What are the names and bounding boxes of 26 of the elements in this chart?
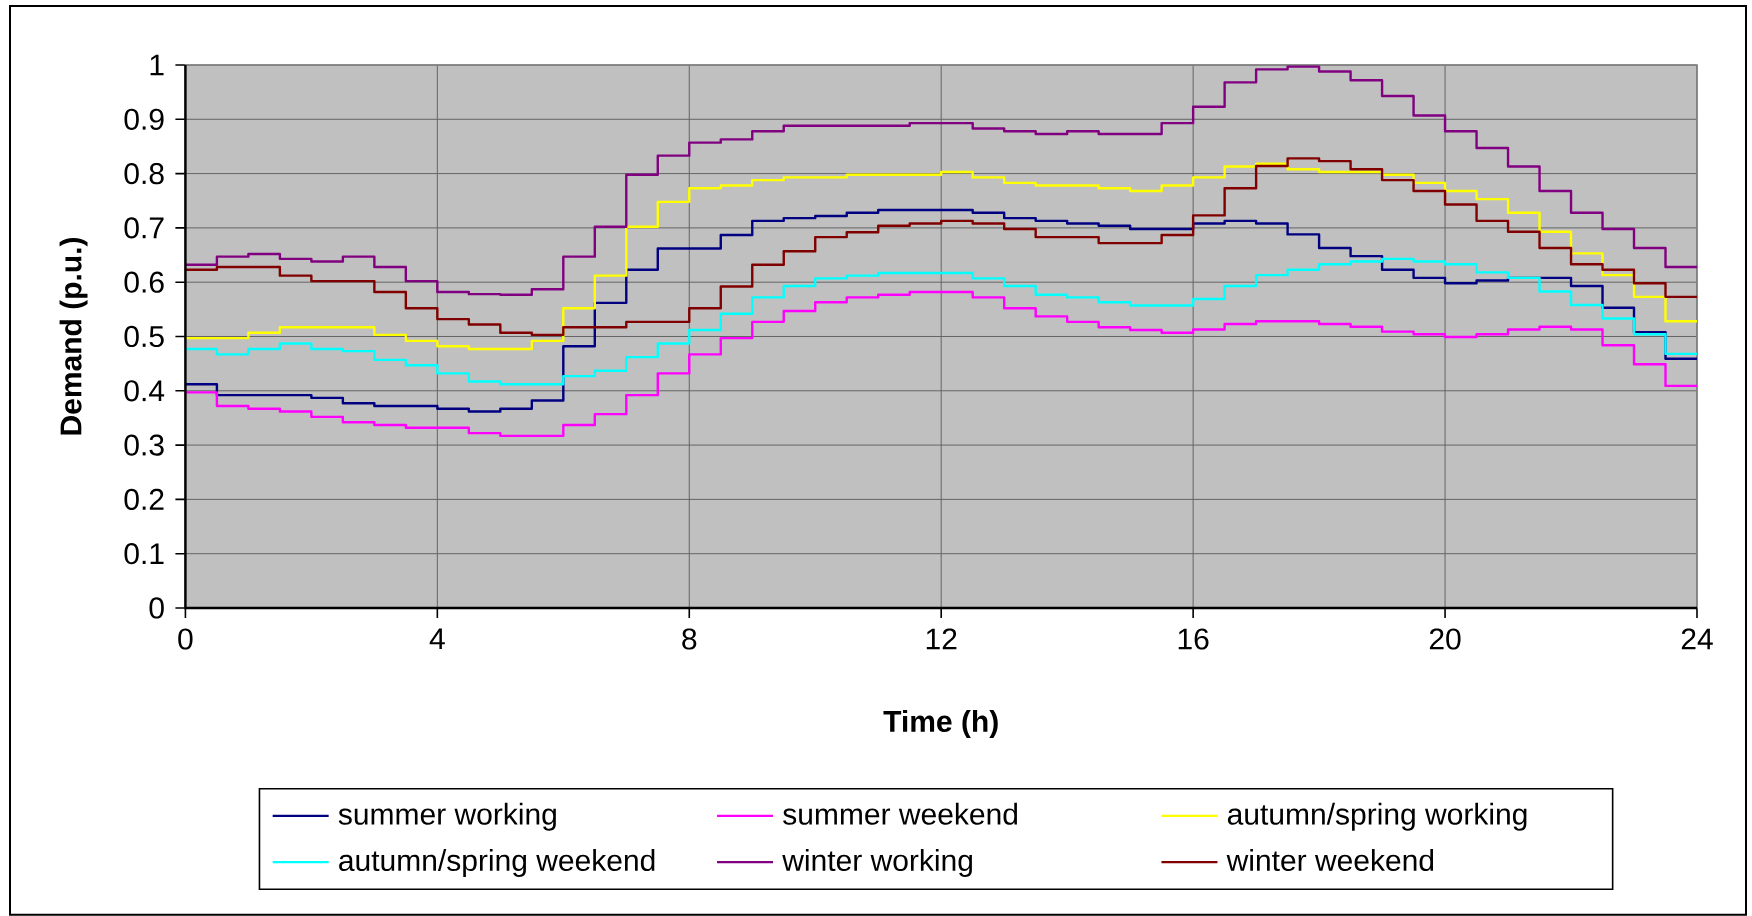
x-tick-label: 16 <box>1178 628 1209 650</box>
y-tick-label: 0.8 <box>124 162 164 185</box>
x-tick-label: 12 <box>926 628 957 650</box>
legend-label: winter weekend <box>1226 849 1434 872</box>
y-tick-label: 0.9 <box>124 108 164 130</box>
y-tick-label: 0.5 <box>124 325 164 348</box>
y-tick-label: 0.3 <box>124 434 164 456</box>
y-tick-label: 0 <box>149 597 164 619</box>
legend-label: winter working <box>782 849 972 877</box>
y-tick-label: 0.4 <box>124 380 165 402</box>
x-tick-label: 24 <box>1681 628 1713 650</box>
legend-label: autumn/spring working <box>1227 802 1527 831</box>
legend-label: summer working <box>338 802 556 831</box>
y-tick-label: 0.1 <box>124 543 164 565</box>
y-axis-title: Demand (p.u.) <box>59 238 88 435</box>
legend-label: autumn/spring weekend <box>339 849 655 877</box>
y-tick-label: 0.7 <box>124 217 164 239</box>
x-tick-label: 8 <box>682 628 697 650</box>
legend-label: summer weekend <box>783 802 1018 825</box>
x-tick-label: 20 <box>1429 628 1461 650</box>
y-tick-label: 1 <box>150 54 164 76</box>
x-axis-title: Time (h) <box>883 709 998 738</box>
y-tick-label: 0.6 <box>124 271 164 293</box>
x-tick-label: 4 <box>429 628 445 650</box>
y-tick-label: 0.2 <box>124 488 164 510</box>
x-tick-label: 0 <box>178 628 193 650</box>
